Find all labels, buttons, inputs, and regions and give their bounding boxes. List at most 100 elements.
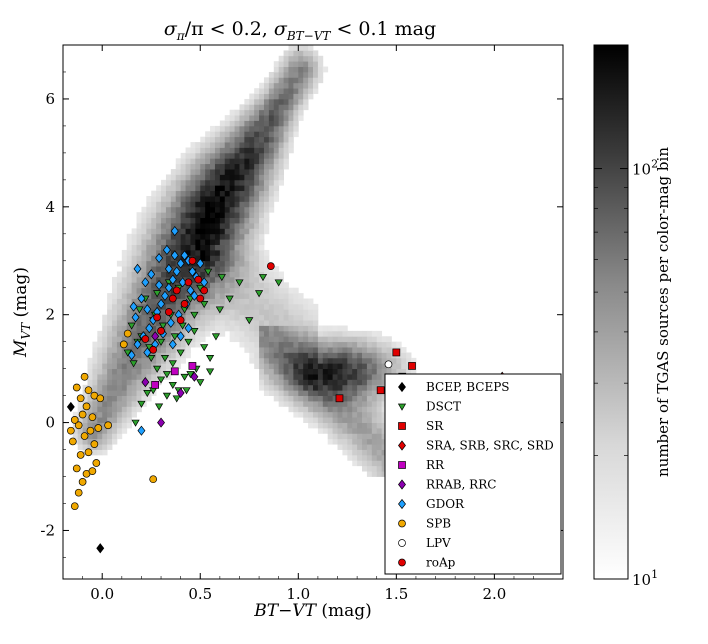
density-cell bbox=[146, 212, 152, 219]
density-cell bbox=[210, 239, 216, 245]
density-cell bbox=[190, 249, 196, 256]
legend-label: SPB bbox=[426, 517, 451, 531]
density-cell bbox=[210, 298, 216, 305]
density-cell bbox=[362, 417, 368, 423]
density-cell bbox=[224, 233, 231, 240]
density-cell bbox=[322, 411, 329, 418]
density-cell bbox=[347, 357, 353, 364]
density-cell bbox=[121, 395, 128, 402]
data-point bbox=[155, 252, 164, 264]
density-cell bbox=[244, 217, 250, 224]
density-cell bbox=[298, 82, 304, 89]
density-cell bbox=[313, 395, 319, 402]
data-point bbox=[96, 543, 105, 554]
density-cell bbox=[249, 217, 255, 224]
series-4 bbox=[151, 362, 197, 389]
density-cell bbox=[268, 314, 275, 321]
density-cell bbox=[185, 212, 191, 219]
density-cell bbox=[337, 341, 343, 348]
density-cell bbox=[303, 314, 309, 321]
density-cell bbox=[268, 179, 275, 186]
density-cell bbox=[200, 217, 206, 224]
density-cell bbox=[239, 336, 245, 343]
density-cell bbox=[293, 109, 299, 116]
density-cell bbox=[298, 352, 304, 359]
density-cell bbox=[136, 298, 142, 305]
density-cell bbox=[234, 152, 240, 159]
density-cell bbox=[278, 61, 284, 67]
data-point bbox=[145, 323, 154, 334]
density-cell bbox=[268, 77, 275, 84]
density-cell bbox=[97, 384, 103, 391]
density-cell bbox=[322, 368, 329, 375]
density-cell bbox=[396, 341, 402, 348]
density-cell bbox=[376, 444, 383, 450]
density-cell bbox=[283, 55, 289, 62]
density-cell bbox=[136, 347, 142, 353]
density-cell bbox=[366, 330, 373, 337]
density-cell bbox=[366, 347, 373, 353]
density-cell bbox=[229, 255, 235, 262]
density-cell bbox=[190, 212, 196, 219]
density-cell bbox=[151, 260, 157, 267]
density-cell bbox=[244, 179, 250, 186]
density-cell bbox=[190, 330, 196, 337]
data-point bbox=[149, 475, 158, 484]
data-point bbox=[80, 372, 89, 381]
density-cell bbox=[234, 320, 240, 326]
density-cell bbox=[214, 249, 221, 256]
density-cell bbox=[293, 309, 299, 316]
density-cell bbox=[322, 347, 329, 353]
density-cell bbox=[214, 179, 221, 186]
density-cell bbox=[273, 98, 280, 105]
density-cell bbox=[278, 309, 284, 316]
data-point bbox=[170, 250, 179, 261]
density-cell bbox=[151, 368, 157, 375]
density-cell bbox=[131, 276, 137, 283]
density-cell bbox=[126, 244, 133, 251]
density-cell bbox=[327, 401, 334, 407]
density-cell bbox=[293, 77, 299, 84]
density-cell bbox=[165, 206, 172, 213]
density-cell bbox=[205, 152, 211, 159]
density-cell bbox=[249, 271, 255, 278]
density-cell bbox=[273, 395, 280, 402]
density-cell bbox=[298, 61, 304, 67]
density-cell bbox=[234, 303, 240, 310]
density-cell bbox=[175, 196, 182, 202]
density-cell bbox=[234, 169, 240, 175]
density-cell bbox=[322, 357, 329, 364]
density-cell bbox=[112, 320, 118, 326]
density-cell bbox=[190, 233, 196, 240]
density-cell bbox=[97, 444, 103, 450]
density-cell bbox=[308, 352, 314, 359]
density-cell bbox=[107, 352, 113, 359]
data-point bbox=[141, 377, 150, 388]
density-cell bbox=[347, 374, 353, 380]
density-cell bbox=[151, 357, 157, 364]
density-cell bbox=[239, 282, 245, 289]
density-cell bbox=[234, 239, 240, 245]
density-cell bbox=[116, 336, 123, 343]
density-cell bbox=[229, 239, 235, 245]
density-cell bbox=[357, 460, 363, 467]
density-cell bbox=[313, 384, 319, 391]
density-cell bbox=[214, 163, 221, 170]
density-cell bbox=[239, 298, 245, 305]
density-cell bbox=[229, 314, 235, 321]
density-cell bbox=[352, 395, 358, 402]
density-cell bbox=[259, 223, 265, 229]
density-cell bbox=[205, 293, 211, 299]
density-cell bbox=[180, 201, 186, 208]
density-cell bbox=[156, 368, 162, 375]
density-cell bbox=[376, 368, 383, 375]
density-cell bbox=[126, 390, 133, 397]
density-cell bbox=[126, 411, 133, 418]
data-point bbox=[200, 344, 209, 352]
density-cell bbox=[239, 260, 245, 267]
density-cell bbox=[146, 276, 152, 283]
density-cell bbox=[87, 374, 93, 380]
density-cell bbox=[327, 352, 334, 359]
density-cell bbox=[263, 174, 270, 181]
density-cell bbox=[303, 379, 309, 386]
